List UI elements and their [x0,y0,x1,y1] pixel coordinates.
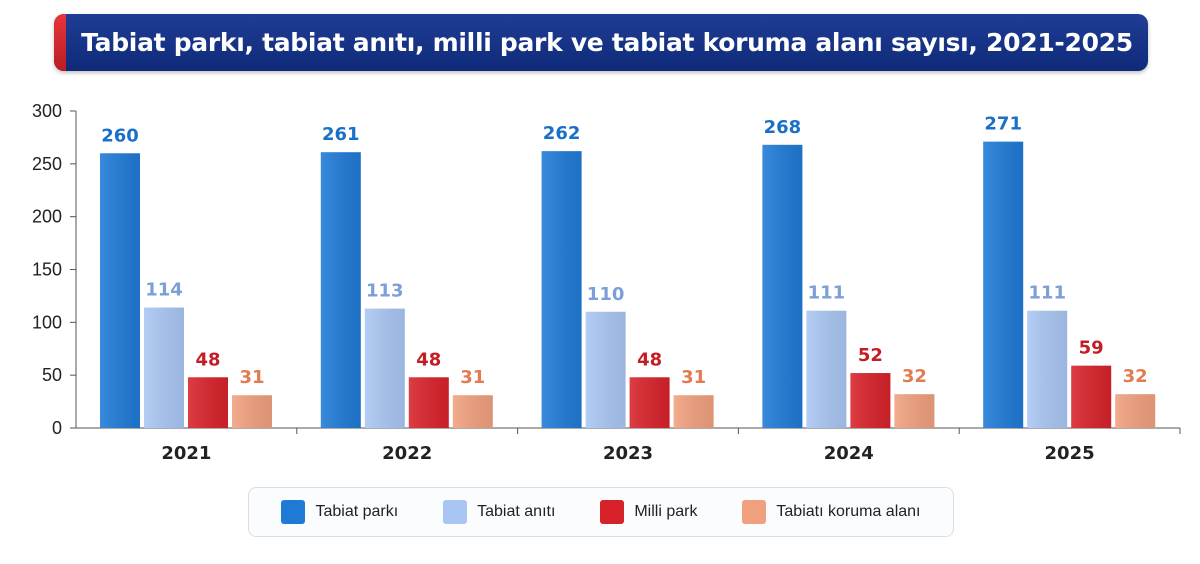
bar-shade [983,141,1024,429]
y-tick-label: 100 [32,312,62,332]
chart-data-labels: 260 114 48 31 261 113 48 31 262 110 48 31 268 111 52 32… [101,114,1148,389]
chart-bars [100,141,1156,429]
legend-item: Milli park [600,500,697,524]
bar-shade [188,377,228,428]
data-label: 48 [195,349,220,370]
data-label: 114 [145,280,183,301]
data-label: 31 [681,367,706,388]
y-tick-label: 300 [32,101,62,121]
bar-shade [762,144,803,428]
data-label: 110 [587,284,625,305]
data-label: 111 [1028,283,1066,304]
bar-shade [629,377,670,428]
data-label: 31 [460,367,485,388]
chart-title: Tabiat parkı, tabiat anıtı, milli park v… [81,28,1133,57]
data-label: 48 [637,349,662,370]
legend-label: Tabiat parkı [315,503,399,520]
x-tick-label: 2024 [824,443,874,464]
bar-shade [232,395,272,428]
bar-shade [452,395,493,428]
bar-shade [144,307,184,428]
bar-shade [541,151,582,429]
y-tick-label: 50 [42,365,62,385]
legend-item: Tabiat parkı [281,500,398,524]
data-label: 111 [808,283,846,304]
legend-item: Tabiatı koruma alanı [742,500,920,524]
data-label: 48 [416,349,441,370]
bar-shade [408,377,449,428]
data-label: 32 [1123,366,1148,387]
bar-shade [1115,394,1156,428]
legend-swatch [742,500,767,524]
x-tick-label: 2025 [1045,443,1095,464]
legend-swatch [281,500,306,524]
chart-legend: Tabiat parkı Tabiat anıtı Milli park Tabiat… [248,487,954,537]
bar-shade [585,311,626,428]
legend-label: Milli park [634,503,698,520]
bar-shade [1027,310,1068,428]
bar-shade [894,394,935,428]
data-label: 271 [984,114,1022,135]
x-tick-label: 2021 [161,443,211,464]
data-label: 260 [101,125,139,146]
x-tick-label: 2023 [603,443,653,464]
bar-shade [320,152,361,428]
y-tick-label: 0 [52,418,62,438]
legend-item: Tabiat anıtı [443,500,555,524]
data-label: 31 [239,367,264,388]
data-label: 113 [366,281,404,302]
chart-axes: 0 50 100 150 200 250 300 2021 2022 2023 2024 2025 [32,101,1181,464]
bar-shade [673,395,714,428]
y-tick-label: 200 [32,207,62,227]
legend-label: Tabiatı koruma alanı [776,503,921,520]
y-tick-label: 150 [32,260,62,280]
bar-shade [364,308,405,428]
bar-shade [100,153,140,428]
legend-swatch [443,500,468,524]
legend-swatch [600,500,625,524]
data-label: 59 [1079,338,1104,359]
bar-shade [850,373,891,428]
data-label: 52 [858,345,883,366]
bar-shade [806,310,847,428]
y-tick-label: 250 [32,154,62,174]
data-label: 268 [764,117,802,138]
title-accent-stripe [54,14,66,71]
legend-label: Tabiat anıtı [477,503,556,520]
data-label: 262 [543,123,581,144]
data-label: 261 [322,124,360,145]
x-tick-label: 2022 [382,443,432,464]
bar-shade [1071,365,1112,428]
title-banner: Tabiat parkı, tabiat anıtı, milli park v… [54,14,1148,71]
data-label: 32 [902,366,927,387]
